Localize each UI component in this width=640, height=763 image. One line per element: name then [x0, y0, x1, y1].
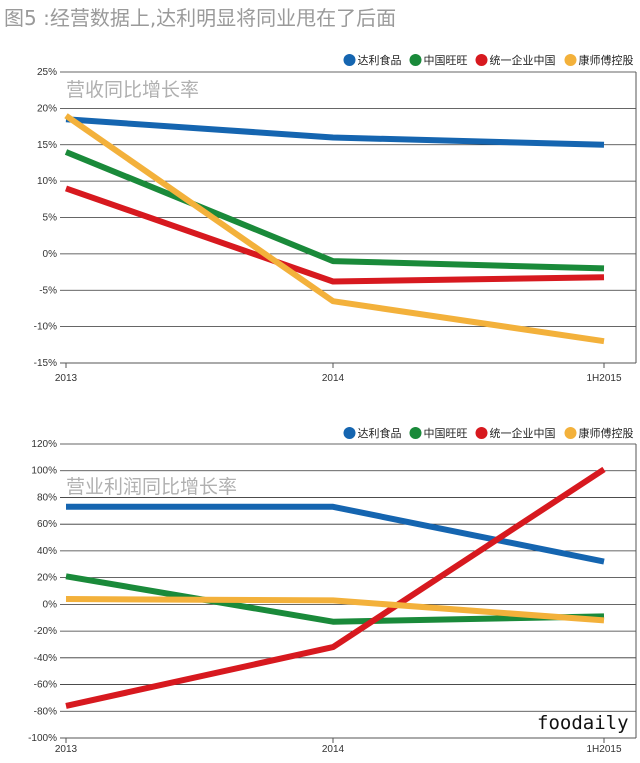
legend-label: 中国旺旺	[424, 54, 468, 67]
series-line	[65, 116, 605, 148]
y-tick-label: 80%	[37, 492, 57, 503]
legend-marker	[409, 54, 422, 66]
legend-label: 达利食品	[358, 426, 402, 440]
y-tick-label: -5%	[39, 285, 57, 296]
y-tick-label: 10%	[37, 176, 57, 187]
x-tick-label: 2013	[55, 373, 78, 384]
legend-label: 中国旺旺	[424, 427, 468, 440]
x-tick-label: 2014	[322, 744, 345, 755]
chart-2: 120% 100% 80% 60% 40% 20% 0% -20% -40% -60% -80% -1…	[28, 426, 637, 755]
series-line	[64, 113, 605, 345]
legend-marker	[564, 427, 577, 439]
legend-label: 康师傅控股	[579, 426, 634, 440]
legend-marker	[475, 427, 488, 439]
legend-marker	[343, 427, 356, 439]
watermark: foodaily	[535, 712, 631, 734]
y-tick-label: 20%	[37, 573, 57, 584]
legend-marker	[409, 427, 422, 439]
y-tick-label: 15%	[37, 140, 57, 151]
chart-1: 25% 20% 15% 10% 5% 0% -5% -10% -15% 2013 2014 1H201…	[34, 53, 637, 384]
legend-label: 达利食品	[358, 53, 402, 67]
y-tick-label: -10%	[34, 322, 57, 333]
legend-marker	[564, 54, 577, 66]
series-line	[65, 573, 605, 625]
y-tick-label: 0%	[43, 599, 58, 610]
y-tick-label: 5%	[43, 213, 58, 224]
y-tick-label: 120%	[31, 439, 57, 450]
y-tick-label: 20%	[37, 103, 57, 114]
y-tick-label: 40%	[37, 546, 57, 557]
y-tick-label: -80%	[34, 706, 57, 717]
y-tick-label: -100%	[28, 733, 57, 744]
x-tick-label: 2013	[55, 744, 78, 755]
y-tick-label: -15%	[34, 358, 57, 369]
y-tick-label: 0%	[43, 249, 58, 260]
series-line	[64, 149, 605, 272]
legend-label: 统一企业中国	[490, 426, 556, 440]
x-tick-label: 1H2015	[586, 373, 621, 384]
y-tick-label: -60%	[34, 680, 57, 691]
x-tick-label: 1H2015	[586, 744, 621, 755]
series-line	[65, 185, 605, 285]
legend-label: 统一企业中国	[490, 53, 556, 67]
y-tick-label: -40%	[34, 653, 57, 664]
figure-title: 图5 :经营数据上,达利明显将同业甩在了后面	[4, 6, 397, 30]
series-line	[65, 596, 605, 624]
chart-subtitle: 营收同比增长率	[66, 79, 199, 101]
y-tick-label: 60%	[37, 519, 57, 530]
x-tick-label: 2014	[322, 373, 345, 384]
y-tick-label: -20%	[34, 626, 57, 637]
series-line	[66, 503, 605, 565]
legend-marker	[343, 54, 356, 66]
chart-subtitle: 营业利润同比增长率	[66, 476, 237, 498]
legend-marker	[475, 54, 488, 66]
series-line	[65, 466, 606, 709]
y-tick-label: 25%	[37, 67, 57, 78]
legend-label: 康师傅控股	[579, 53, 634, 67]
y-tick-label: 100%	[31, 466, 57, 477]
